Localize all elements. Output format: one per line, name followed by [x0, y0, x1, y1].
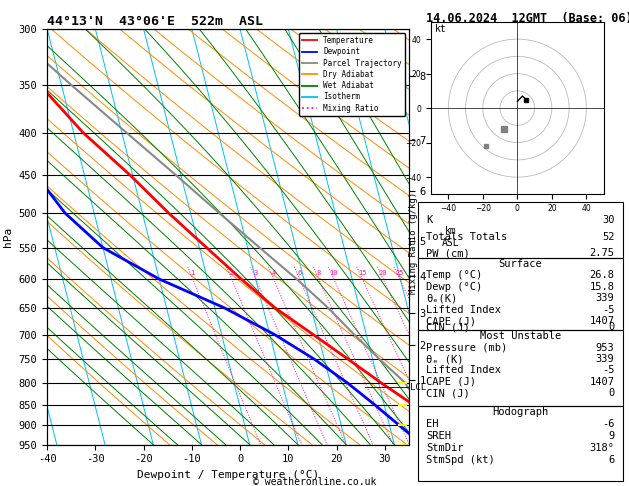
Legend: Temperature, Dewpoint, Parcel Trajectory, Dry Adiabat, Wet Adiabat, Isotherm, Mi: Temperature, Dewpoint, Parcel Trajectory… — [299, 33, 405, 116]
Text: 4: 4 — [272, 270, 276, 276]
Text: 1407: 1407 — [589, 316, 615, 326]
Y-axis label: hPa: hPa — [3, 227, 13, 247]
Text: CAPE (J): CAPE (J) — [426, 377, 476, 387]
Text: 52: 52 — [602, 232, 615, 242]
Text: 2.75: 2.75 — [589, 248, 615, 259]
Text: 1407: 1407 — [589, 377, 615, 387]
Bar — [418, 406, 623, 481]
Text: Lifted Index: Lifted Index — [426, 305, 501, 315]
Text: Dewp (°C): Dewp (°C) — [426, 282, 482, 292]
Text: Pressure (mb): Pressure (mb) — [426, 343, 508, 352]
Text: 10: 10 — [330, 270, 338, 276]
Text: -6: -6 — [602, 419, 615, 429]
Bar — [418, 258, 623, 330]
Text: Mixing Ratio (g/kg): Mixing Ratio (g/kg) — [409, 192, 418, 294]
X-axis label: Dewpoint / Temperature (°C): Dewpoint / Temperature (°C) — [137, 470, 319, 480]
Text: kt: kt — [435, 24, 447, 34]
Text: 30: 30 — [602, 215, 615, 225]
Text: 26.8: 26.8 — [589, 271, 615, 280]
Text: 0: 0 — [608, 388, 615, 399]
Text: 1: 1 — [191, 270, 195, 276]
Text: 44°13'N  43°06'E  522m  ASL: 44°13'N 43°06'E 522m ASL — [47, 15, 263, 28]
Text: StmDir: StmDir — [426, 443, 464, 453]
Text: 0: 0 — [608, 322, 615, 332]
Text: SREH: SREH — [426, 431, 452, 441]
Text: 3: 3 — [253, 270, 258, 276]
Text: Temp (°C): Temp (°C) — [426, 271, 482, 280]
Text: Hodograph: Hodograph — [493, 407, 548, 417]
Text: 2: 2 — [230, 270, 234, 276]
Text: 9: 9 — [608, 431, 615, 441]
Text: 953: 953 — [596, 343, 615, 352]
Text: 6: 6 — [298, 270, 302, 276]
Text: StmSpd (kt): StmSpd (kt) — [426, 455, 495, 465]
Text: -5: -5 — [602, 365, 615, 376]
Text: θₑ (K): θₑ (K) — [426, 354, 464, 364]
Text: 15: 15 — [358, 270, 367, 276]
Text: Lifted Index: Lifted Index — [426, 365, 501, 376]
Text: -5: -5 — [602, 305, 615, 315]
Text: Surface: Surface — [499, 259, 542, 269]
Text: 6: 6 — [608, 455, 615, 465]
Bar — [418, 330, 623, 406]
Bar — [418, 202, 623, 258]
Text: 318°: 318° — [589, 443, 615, 453]
Text: 15.8: 15.8 — [589, 282, 615, 292]
Text: © weatheronline.co.uk: © weatheronline.co.uk — [253, 477, 376, 486]
Text: 20: 20 — [379, 270, 387, 276]
Text: θₑ(K): θₑ(K) — [426, 294, 458, 303]
Text: K: K — [426, 215, 433, 225]
Text: 25: 25 — [396, 270, 404, 276]
Text: PW (cm): PW (cm) — [426, 248, 470, 259]
Text: 8: 8 — [316, 270, 321, 276]
Text: EH: EH — [426, 419, 439, 429]
Text: 14.06.2024  12GMT  (Base: 06): 14.06.2024 12GMT (Base: 06) — [426, 12, 629, 25]
Text: CAPE (J): CAPE (J) — [426, 316, 476, 326]
Y-axis label: km
ASL: km ASL — [442, 226, 459, 248]
Text: 339: 339 — [596, 354, 615, 364]
Text: Most Unstable: Most Unstable — [480, 331, 561, 341]
Text: CIN (J): CIN (J) — [426, 322, 470, 332]
Text: Totals Totals: Totals Totals — [426, 232, 508, 242]
Text: CIN (J): CIN (J) — [426, 388, 470, 399]
Text: 339: 339 — [596, 294, 615, 303]
Text: LCL: LCL — [409, 382, 426, 392]
